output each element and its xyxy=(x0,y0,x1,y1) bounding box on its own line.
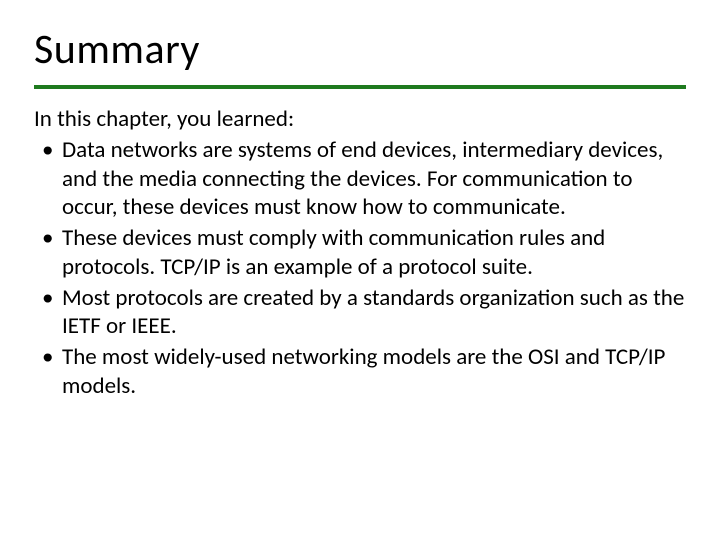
slide-title: Summary xyxy=(34,24,686,81)
bullet-list: Data networks are systems of end devices… xyxy=(34,136,686,401)
title-underline-rule xyxy=(34,85,686,89)
list-item: The most widely-used networking models a… xyxy=(34,343,686,401)
list-item: These devices must comply with communica… xyxy=(34,224,686,282)
list-item: Most protocols are created by a standard… xyxy=(34,284,686,342)
list-item: Data networks are systems of end devices… xyxy=(34,136,686,222)
slide-container: Summary In this chapter, you learned: Da… xyxy=(0,0,720,540)
intro-text: In this chapter, you learned: xyxy=(34,105,686,134)
